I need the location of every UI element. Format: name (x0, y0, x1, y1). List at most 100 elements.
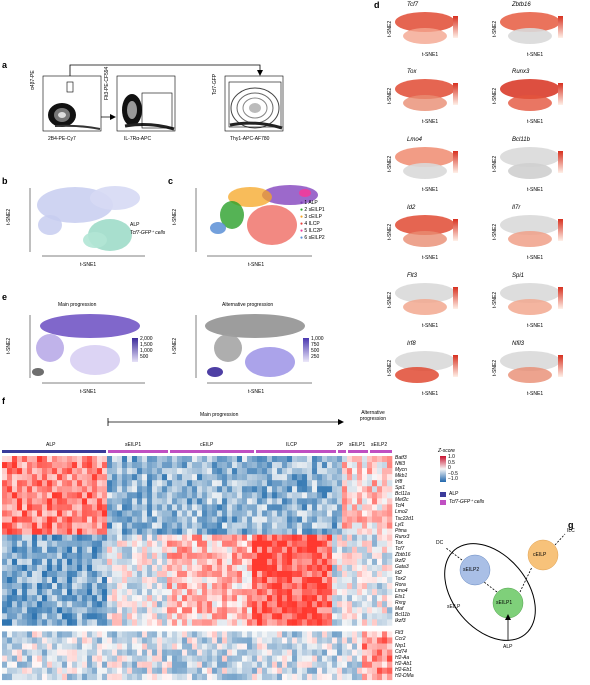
heatmap-cell (82, 643, 88, 650)
heatmap-cell (242, 577, 248, 584)
heatmap-cell (177, 510, 183, 517)
heatmap-cell (297, 607, 303, 614)
heatmap-cell (22, 522, 28, 529)
heatmap-cell (377, 570, 383, 578)
heatmap-cell (152, 462, 158, 469)
panel-f-gene-label: Lyl1 (395, 521, 405, 528)
heatmap-cell (27, 468, 33, 475)
heatmap-cell (112, 619, 118, 626)
heatmap-cell (137, 649, 143, 656)
heatmap-cell (242, 516, 248, 523)
heatmap-cell (42, 589, 48, 596)
heatmap-cell (137, 583, 143, 590)
heatmap-cell (277, 516, 283, 523)
heatmap-cell (12, 589, 18, 596)
heatmap-cell (77, 637, 83, 644)
heatmap-cell (52, 516, 58, 523)
heatmap-cell (92, 534, 98, 541)
heatmap-cell (327, 456, 333, 463)
heatmap-cell (362, 601, 368, 608)
heatmap-cell (227, 534, 233, 541)
heatmap-cell (317, 667, 323, 675)
heatmap-cell (257, 631, 263, 638)
heatmap-cell (102, 589, 108, 596)
heatmap-cell (187, 619, 193, 626)
heatmap-cell (267, 577, 273, 584)
heatmap-cell (102, 601, 108, 608)
heatmap-cell (112, 468, 118, 475)
heatmap-cell (152, 637, 158, 644)
heatmap-cell (122, 480, 128, 487)
heatmap-cell (42, 552, 48, 560)
heatmap-cell (27, 528, 33, 535)
heatmap-cell (232, 546, 238, 554)
heatmap-cell (17, 534, 23, 541)
heatmap-cell (57, 468, 63, 475)
heatmap-cell (387, 661, 393, 668)
heatmap-cell (22, 504, 28, 511)
heatmap-cell (387, 655, 393, 662)
heatmap-cell (357, 558, 363, 566)
heatmap-cell (272, 474, 278, 481)
heatmap-cell (102, 673, 108, 681)
heatmap-cell (302, 583, 308, 590)
heatmap-cell (382, 516, 388, 523)
heatmap-cell (202, 480, 208, 487)
panel-b-label: b (2, 176, 8, 186)
heatmap-cell (47, 504, 53, 511)
heatmap-cell (257, 540, 263, 548)
heatmap-cell (372, 546, 378, 554)
heatmap-cell (222, 643, 228, 650)
heatmap-cell (197, 595, 203, 602)
heatmap-cell (2, 528, 8, 535)
panel-f-gene-label: H2-Ab1 (395, 660, 412, 667)
heatmap-cell (132, 462, 138, 469)
heatmap-cell (212, 474, 218, 481)
heatmap-cell (332, 528, 338, 535)
heatmap-cell (57, 613, 63, 620)
heatmap-cell (287, 643, 293, 650)
heatmap-cell (107, 474, 113, 481)
heatmap-cell (337, 528, 343, 535)
heatmap-cell (197, 534, 203, 541)
heatmap-cell (202, 498, 208, 505)
heatmap-cell (337, 486, 343, 493)
heatmap-cell (117, 643, 123, 650)
heatmap-cell (337, 577, 343, 584)
heatmap-cell (92, 583, 98, 590)
heatmap-cell (262, 631, 268, 638)
heatmap-cell (367, 631, 373, 638)
heatmap-cell (207, 589, 213, 596)
heatmap-cell (157, 631, 163, 638)
heatmap-cell (167, 589, 173, 596)
heatmap-cell (252, 552, 258, 560)
heatmap-cell (222, 540, 228, 548)
heatmap-cell (157, 456, 163, 463)
heatmap-cell (37, 540, 43, 548)
heatmap-cell (207, 558, 213, 566)
heatmap-cell (197, 667, 203, 675)
heatmap-cell (67, 474, 73, 481)
heatmap-cell (132, 504, 138, 511)
heatmap-cell (147, 504, 153, 511)
heatmap-cell (77, 474, 83, 481)
heatmap-cell (112, 510, 118, 517)
heatmap-cell (162, 637, 168, 644)
heatmap-cell (367, 534, 373, 541)
heatmap-cell (367, 655, 373, 662)
heatmap-cell (57, 456, 63, 463)
heatmap-cell (92, 474, 98, 481)
heatmap-cell (137, 655, 143, 662)
heatmap-cell (292, 486, 298, 493)
heatmap-cell (382, 480, 388, 487)
heatmap-cell (77, 619, 83, 626)
heatmap-cell (227, 661, 233, 668)
heatmap-cell (102, 504, 108, 511)
panel-f-gene-label: H2-DMa (395, 672, 414, 679)
heatmap-cell (177, 649, 183, 656)
heatmap-cell (7, 540, 13, 548)
heatmap-cell (377, 583, 383, 590)
group-ilcp: ILCP (286, 442, 298, 448)
heatmap-cell (342, 558, 348, 566)
heatmap-cell (357, 468, 363, 475)
